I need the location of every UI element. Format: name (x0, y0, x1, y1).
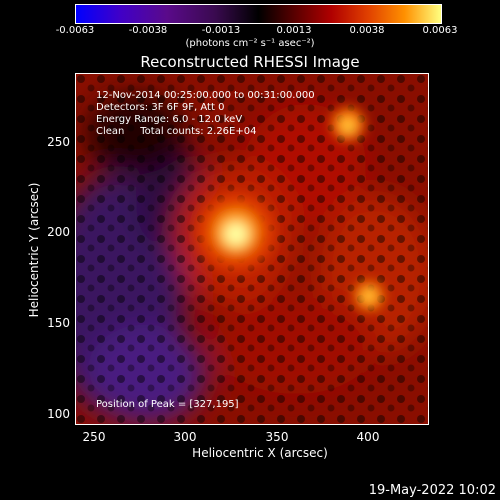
info-peak: Position of Peak = [327,195] (96, 399, 239, 410)
x-tick: 400 (356, 430, 380, 444)
info-detectors: Detectors: 3F 6F 9F, Att 0 (96, 102, 225, 113)
x-tick: 350 (265, 430, 289, 444)
colorbar-tick: -0.0013 (201, 25, 241, 36)
x-tick: 250 (82, 430, 106, 444)
y-tick: 250 (47, 135, 70, 149)
colorbar-tick: 0.0063 (422, 25, 458, 36)
y-axis-label: Heliocentric Y (arcsec) (27, 182, 41, 318)
colorbar-tick: -0.0063 (55, 25, 95, 36)
y-tick: 100 (47, 407, 70, 421)
image-title: Reconstructed RHESSI Image (140, 53, 360, 71)
x-axis-label: Heliocentric X (arcsec) (192, 446, 328, 460)
colorbar-unit: (photons cm⁻² s⁻¹ asec⁻²) (185, 38, 315, 49)
info-time: 12-Nov-2014 00:25:00.000 to 00:31:00.000 (96, 90, 315, 101)
colorbar (75, 4, 442, 24)
colorbar-tick: -0.0038 (128, 25, 168, 36)
flux-map (76, 74, 428, 424)
y-tick: 200 (47, 225, 70, 239)
rhessi-image: 12-Nov-2014 00:25:00.000 to 00:31:00.000… (75, 73, 429, 425)
info-method: Clean Total counts: 2.26E+04 (96, 126, 257, 137)
plot-date-stamp: 19-May-2022 10:02 (368, 483, 496, 498)
x-tick: 300 (173, 430, 197, 444)
colorbar-tick: 0.0013 (276, 25, 312, 36)
info-energy: Energy Range: 6.0 - 12.0 keV (96, 114, 243, 125)
colorbar-tick: 0.0038 (349, 25, 385, 36)
y-tick: 150 (47, 316, 70, 330)
